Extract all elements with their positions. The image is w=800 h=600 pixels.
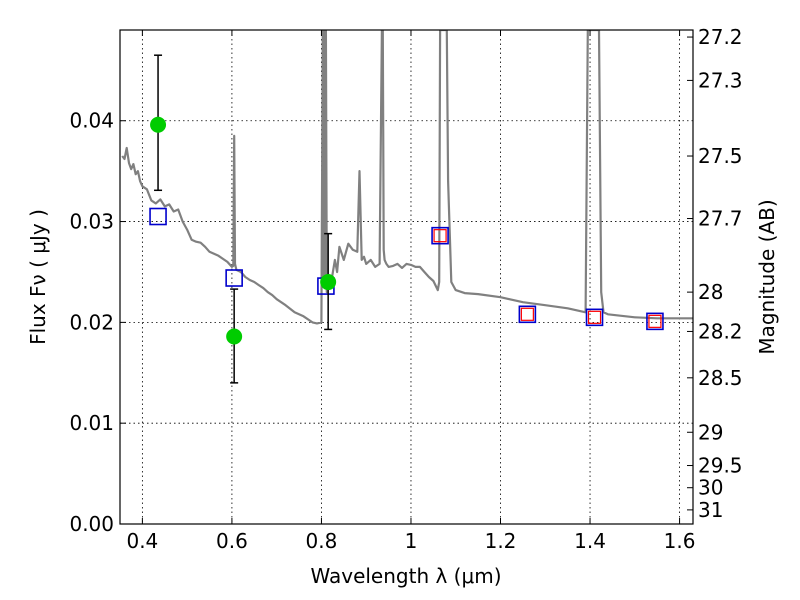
model-photometry-inner-marker xyxy=(587,310,602,324)
magnitude-tick-label: 28.5 xyxy=(698,366,743,390)
magnitude-tick-label: 31 xyxy=(698,498,723,522)
magnitude-tick-label: 28.2 xyxy=(698,319,743,343)
model-photometry-marker xyxy=(646,312,664,331)
x-tick-label: 0.6 xyxy=(216,529,248,553)
x-tick-label: 1 xyxy=(405,529,418,553)
y-tick-label: 0.02 xyxy=(69,310,114,334)
model-photometry-inner-marker xyxy=(520,307,534,321)
y-tick-label: 0.03 xyxy=(69,210,114,234)
magnitude-tick-label: 28 xyxy=(698,280,723,304)
model-photometry-marker xyxy=(225,269,243,287)
x-axis-label: Wavelength λ (μm) xyxy=(310,564,501,588)
magnitude-tick-label: 29.5 xyxy=(698,454,743,478)
observed-point xyxy=(226,328,243,345)
x-tick-label: 0.8 xyxy=(306,529,338,553)
x-tick-label: 0.4 xyxy=(126,529,158,553)
y2-axis-label: Magnitude (AB) xyxy=(755,199,779,354)
y-tick-label: 0.00 xyxy=(69,512,114,536)
magnitude-tick-label: 27.2 xyxy=(698,25,743,49)
magnitude-tick-label: 27.3 xyxy=(698,68,743,92)
magnitude-tick-label: 29 xyxy=(698,420,723,444)
magnitude-tick-label: 30 xyxy=(698,476,723,500)
model-photometry-marker xyxy=(149,207,167,226)
y-axis-label: Flux Fν ( μJy ) xyxy=(26,209,50,345)
model-photometry-marker xyxy=(431,226,449,245)
observed-point xyxy=(320,274,337,291)
axes: 0.4 0.6 0.8 1 1.2 1.4 1.6 0.00 0.01 0.02 0.03 0.04 2… xyxy=(69,25,742,553)
model-sed-line xyxy=(121,30,693,325)
plot-frame xyxy=(119,29,694,525)
x-tick-label: 1.6 xyxy=(664,529,696,553)
x-tick-label: 1.4 xyxy=(574,529,606,553)
model-photometry-marker xyxy=(518,305,537,324)
model-photometry-inner-marker xyxy=(648,314,662,328)
y-tick-label: 0.04 xyxy=(69,109,114,133)
magnitude-tick-label: 27.7 xyxy=(698,207,743,231)
grid xyxy=(120,30,693,525)
model-photometry-marker xyxy=(585,308,604,327)
plot-area xyxy=(121,30,693,384)
observed-point xyxy=(150,116,167,133)
model-photometry-inner-marker xyxy=(433,229,447,243)
magnitude-tick-label: 27.5 xyxy=(698,144,743,168)
x-tick-label: 1.2 xyxy=(485,529,517,553)
y-tick-label: 0.01 xyxy=(69,411,114,435)
